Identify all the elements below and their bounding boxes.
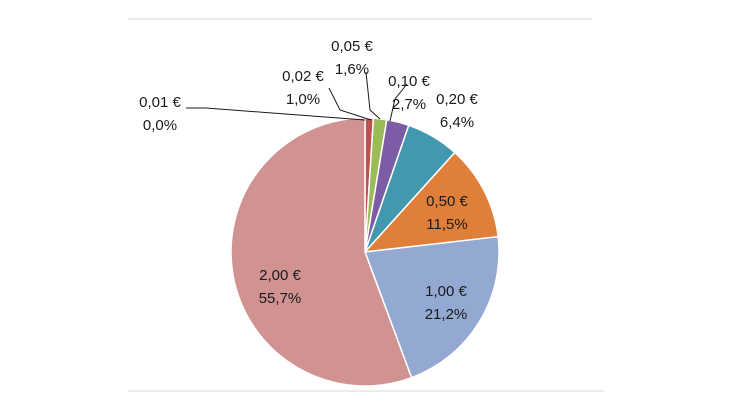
slice-percent-label: 11,5% bbox=[426, 216, 467, 233]
slice-category-label: 0,10 € bbox=[388, 73, 430, 90]
label-leader-line bbox=[186, 107, 366, 121]
slice-label: 0,02 € 1,0% bbox=[282, 68, 324, 108]
slice-category-label: 0,02 € bbox=[282, 68, 324, 85]
slice-percent-label: 2,7% bbox=[392, 96, 426, 113]
slice-percent-label: 1,0% bbox=[286, 91, 320, 108]
slice-category-label: 1,00 € bbox=[425, 283, 467, 300]
slice-percent-label: 0,0% bbox=[143, 117, 177, 134]
slice-label: 0,20 € 6,4% bbox=[436, 91, 478, 131]
pie-slice bbox=[363, 151, 499, 253]
label-leaders bbox=[186, 71, 408, 122]
label-leader-line bbox=[365, 71, 381, 120]
slice-percent-label: 21,2% bbox=[425, 306, 468, 323]
label-leader-line bbox=[389, 83, 408, 122]
slice-label: 0,01 € 0,0% bbox=[139, 94, 181, 134]
pie-labels: 0,01 € 0,0% 0,02 € 1,0% 0,05 € 1,6% 0,10 € 2,7%… bbox=[139, 38, 478, 323]
slice-percent-label: 55,7% bbox=[259, 290, 302, 307]
slice-label: 1,00 € 21,2% bbox=[425, 283, 468, 323]
slice-category-label: 0,05 € bbox=[331, 38, 373, 55]
pie-slice bbox=[230, 117, 413, 387]
slice-label: 2,00 € 55,7% bbox=[259, 267, 302, 307]
slice-label: 0,10 € 2,7% bbox=[388, 73, 430, 113]
slice-category-label: 0,50 € bbox=[426, 193, 468, 210]
pie-slices bbox=[230, 117, 500, 387]
slice-category-label: 2,00 € bbox=[259, 267, 301, 284]
slice-label: 0,50 € 11,5% bbox=[426, 193, 468, 233]
label-leader-line bbox=[328, 87, 372, 121]
slice-category-label: 0,20 € bbox=[436, 91, 478, 108]
slice-percent-label: 6,4% bbox=[440, 114, 474, 131]
slice-category-label: 0,01 € bbox=[139, 94, 181, 111]
slice-percent-label: 1,6% bbox=[335, 61, 369, 78]
slice-label: 0,05 € 1,6% bbox=[331, 38, 373, 78]
